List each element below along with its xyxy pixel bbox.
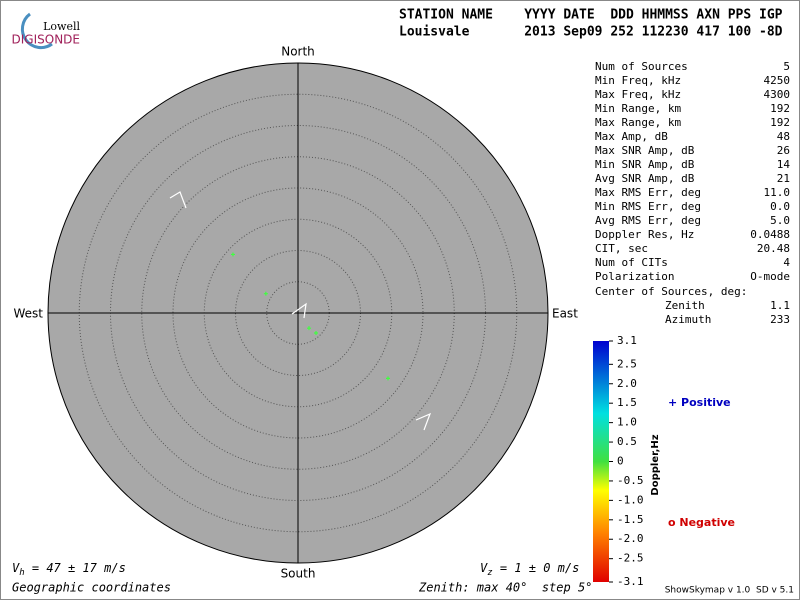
colorbar-tick-label: -1.0 — [617, 493, 644, 506]
legend-negative: o Negative — [668, 516, 735, 529]
stat-value: O-mode — [750, 270, 790, 283]
compass-label: East — [552, 307, 578, 321]
source — [386, 376, 391, 381]
source — [230, 252, 235, 257]
stat-label: Num of CITs — [595, 256, 668, 269]
stat-value: 5 — [783, 60, 790, 73]
colorbar-tick-label: -0.5 — [617, 474, 644, 487]
stat-value: 20.48 — [757, 242, 790, 255]
stat-value: 21 — [777, 172, 790, 185]
header-line: Louisvale 2013 Sep09 252 112230 417 100 … — [399, 25, 783, 40]
arrow — [291, 302, 307, 319]
colorbar-tick-label: -2.5 — [617, 552, 644, 565]
stat-label: Max SNR Amp, dB — [595, 144, 695, 157]
logo-top: Lowell — [43, 20, 80, 33]
colorbar-label: Doppler,Hz — [650, 434, 661, 495]
stat-value: 0.0 — [770, 200, 790, 213]
arrows — [169, 191, 432, 431]
center-value: 233 — [770, 313, 790, 326]
center-key: Zenith — [665, 299, 705, 312]
vh-value: = 47 ± 17 m/s — [25, 561, 126, 575]
vh: Vh = 47 ± 17 m/s — [12, 561, 126, 578]
stat-label: Polarization — [595, 270, 674, 283]
colorbar-tick-label: -3.1 — [617, 575, 644, 588]
compass-label: South — [281, 567, 316, 581]
vh-sub: h — [19, 568, 24, 578]
stat-value: 4300 — [764, 88, 791, 101]
zenith-note: Zenith: max 40° step 5° — [418, 581, 592, 595]
compass-label: North — [281, 45, 315, 59]
colorbar-tick-label: 1.0 — [617, 416, 637, 429]
stat-value: 4250 — [764, 74, 791, 87]
vz-value: = 1 ± 0 m/s — [493, 561, 580, 575]
colorbar-tick-label: 2.0 — [617, 377, 637, 390]
vz-symbol: V — [480, 561, 488, 575]
stat-label: Min SNR Amp, dB — [595, 158, 695, 171]
colorbar-tick-label: -2.0 — [617, 532, 644, 545]
legend-positive: + Positive — [668, 396, 731, 409]
stat-label: Max RMS Err, deg — [595, 186, 701, 199]
header-line: STATION NAME YYYY DATE DDD HHMMSS AXN PP… — [399, 8, 783, 23]
center-label: Center of Sources, deg: — [595, 285, 747, 298]
stat-value: 0.0488 — [750, 228, 790, 241]
colorbar-tick-label: 0 — [617, 455, 624, 468]
colorbar — [593, 341, 609, 582]
logo-swoosh — [20, 12, 53, 50]
vh-symbol: V — [12, 561, 20, 575]
arrow — [415, 412, 432, 431]
stat-label: Max Freq, kHz — [595, 88, 681, 101]
source — [263, 291, 268, 296]
colorbar-tick-label: 2.5 — [617, 357, 637, 370]
stat-label: Num of Sources — [595, 60, 688, 73]
center-key: Azimuth — [665, 313, 711, 326]
stat-value: 14 — [777, 158, 791, 171]
source — [313, 330, 318, 335]
stat-label: CIT, sec — [595, 242, 648, 255]
stat-label: Max Range, km — [595, 116, 681, 129]
stat-label: Min RMS Err, deg — [595, 200, 701, 213]
stat-label: Avg RMS Err, deg — [595, 214, 701, 227]
stat-value: 11.0 — [764, 186, 791, 199]
stat-value: 5.0 — [770, 214, 790, 227]
stat-value: 4 — [783, 256, 790, 269]
center-value: 1.1 — [770, 299, 790, 312]
version: ShowSkymap v 1.0 SD v 5.1 — [665, 586, 794, 596]
coords-note: Geographic coordinates — [12, 581, 171, 595]
colorbar-tick-label: 0.5 — [617, 435, 637, 448]
vz-sub: z — [487, 568, 492, 578]
stat-value: 192 — [770, 116, 790, 129]
stat-label: Min Freq, kHz — [595, 74, 681, 87]
colorbar-tick-label: -1.5 — [617, 513, 644, 526]
stat-label: Max Amp, dB — [595, 130, 668, 143]
arrow — [169, 191, 187, 209]
compass-label: West — [13, 307, 43, 321]
colorbar-tick-label: 3.1 — [617, 334, 637, 347]
vz: Vz = 1 ± 0 m/s — [480, 561, 579, 578]
colorbar-tick-label: 1.5 — [617, 396, 637, 409]
logo-bottom: DIGISONDE — [12, 33, 80, 47]
stat-label: Doppler Res, Hz — [595, 228, 694, 241]
stat-value: 48 — [777, 130, 790, 143]
stat-value: 192 — [770, 102, 790, 115]
source — [307, 326, 312, 331]
stat-value: 26 — [777, 144, 790, 157]
stat-label: Avg SNR Amp, dB — [595, 172, 695, 185]
stat-label: Min Range, km — [595, 102, 681, 115]
